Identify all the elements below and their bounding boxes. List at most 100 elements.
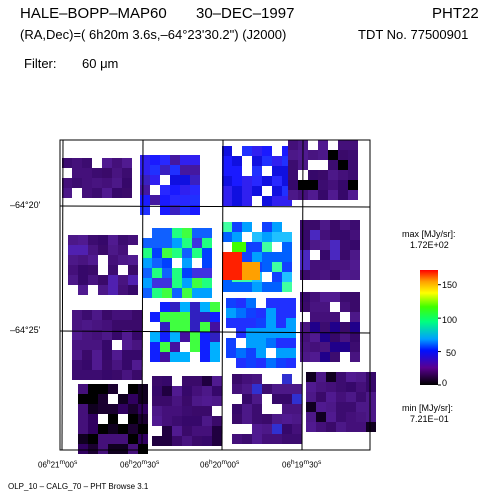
map-pixel — [140, 195, 150, 205]
map-pixel — [72, 168, 82, 178]
map-pixel — [232, 176, 242, 186]
map-pixel — [356, 372, 366, 382]
map-pixel — [78, 275, 88, 285]
map-pixel — [170, 332, 180, 342]
map-pixel — [318, 180, 328, 190]
map-pixel — [252, 374, 262, 384]
map-pixel — [282, 272, 292, 282]
map-pixel — [282, 166, 292, 176]
map-pixel — [310, 322, 320, 332]
map-pixel — [140, 165, 150, 175]
map-pixel — [142, 238, 152, 248]
map-pixel — [282, 262, 292, 272]
map-pixel — [182, 436, 192, 446]
map-pixel — [102, 350, 112, 360]
map-pixel — [222, 196, 232, 206]
coordinates: (RA,Dec)=( 6h20m 3.6s,–64°23'30.2") (J20… — [20, 27, 287, 42]
map-pixel — [282, 156, 292, 166]
map-pixel — [112, 188, 122, 198]
map-pixel — [356, 402, 366, 412]
map-pixel — [92, 178, 102, 188]
map-pixel — [242, 374, 252, 384]
map-pixel — [190, 195, 200, 205]
map-pixel — [308, 170, 318, 180]
map-pixel — [348, 140, 358, 150]
map-pixel — [286, 358, 296, 368]
map-pixel — [162, 278, 172, 288]
map-pixel — [172, 396, 182, 406]
map-pixel — [62, 158, 72, 168]
map-pixel — [346, 382, 356, 392]
map-pixel — [346, 372, 356, 382]
map-pixel — [262, 282, 272, 292]
map-pixel — [320, 322, 330, 332]
map-pixel — [252, 394, 262, 404]
map-pixel — [306, 382, 316, 392]
map-pixel — [112, 158, 122, 168]
color-bar-ticks — [438, 284, 441, 386]
map-pixel — [338, 140, 348, 150]
map-pixel — [246, 338, 256, 348]
map-pixel — [200, 332, 210, 342]
map-pixel — [320, 270, 330, 280]
map-pixel — [170, 352, 180, 362]
map-pixel — [162, 406, 172, 416]
tdt-number: TDT No. 77500901 — [358, 27, 469, 42]
map-pixel — [316, 402, 326, 412]
map-pixel — [128, 414, 138, 424]
map-pixel — [150, 175, 160, 185]
ra-label-2: 06h20m30s — [120, 459, 160, 470]
map-pixel — [180, 205, 190, 215]
map-pixel — [326, 412, 336, 422]
map-pixel — [128, 384, 138, 394]
map-pixel — [292, 434, 302, 444]
map-pixel — [150, 312, 160, 322]
map-pixel — [282, 252, 292, 262]
map-pixel — [162, 416, 172, 426]
map-pixel — [160, 302, 170, 312]
map-pixel — [118, 444, 128, 454]
map-pixel — [102, 330, 112, 340]
map-pixel — [310, 270, 320, 280]
map-pixel — [340, 240, 350, 250]
map-pixel — [226, 308, 236, 318]
map-pixel — [310, 292, 320, 302]
filter-value: 60 μm — [82, 56, 119, 71]
map-pixel — [122, 370, 132, 380]
map-pixel — [266, 308, 276, 318]
map-pixel — [72, 360, 82, 370]
map-pixel — [330, 240, 340, 250]
map-pixel — [192, 238, 202, 248]
map-pixel — [318, 170, 328, 180]
map-pixel — [252, 434, 262, 444]
map-pixel — [236, 318, 246, 328]
map-pixel — [262, 232, 272, 242]
map-pixel — [212, 436, 222, 446]
map-pixel — [78, 285, 88, 295]
map-pixel — [68, 265, 78, 275]
map-pixel — [272, 156, 282, 166]
map-pixel — [316, 372, 326, 382]
map-pixel — [300, 302, 310, 312]
map-pixel — [62, 178, 72, 188]
map-pixel — [200, 312, 210, 322]
map-pixel — [212, 426, 222, 436]
map-pixel — [172, 238, 182, 248]
map-pixel — [150, 155, 160, 165]
map-pixel — [310, 230, 320, 240]
map-pixel — [138, 414, 148, 424]
map-pixel — [108, 285, 118, 295]
map-pixel — [318, 140, 328, 150]
map-pixel — [336, 372, 346, 382]
map-pixel — [128, 394, 138, 404]
map-pixel — [266, 298, 276, 308]
map-pixel — [222, 186, 232, 196]
grid-line-dec-1 — [59, 205, 371, 208]
map-pixel — [192, 436, 202, 446]
map-pixel — [316, 392, 326, 402]
map-pixel — [300, 230, 310, 240]
map-pixel — [98, 285, 108, 295]
map-pixel — [210, 342, 220, 352]
map-pixel — [252, 232, 262, 242]
map-pixel — [292, 414, 302, 424]
